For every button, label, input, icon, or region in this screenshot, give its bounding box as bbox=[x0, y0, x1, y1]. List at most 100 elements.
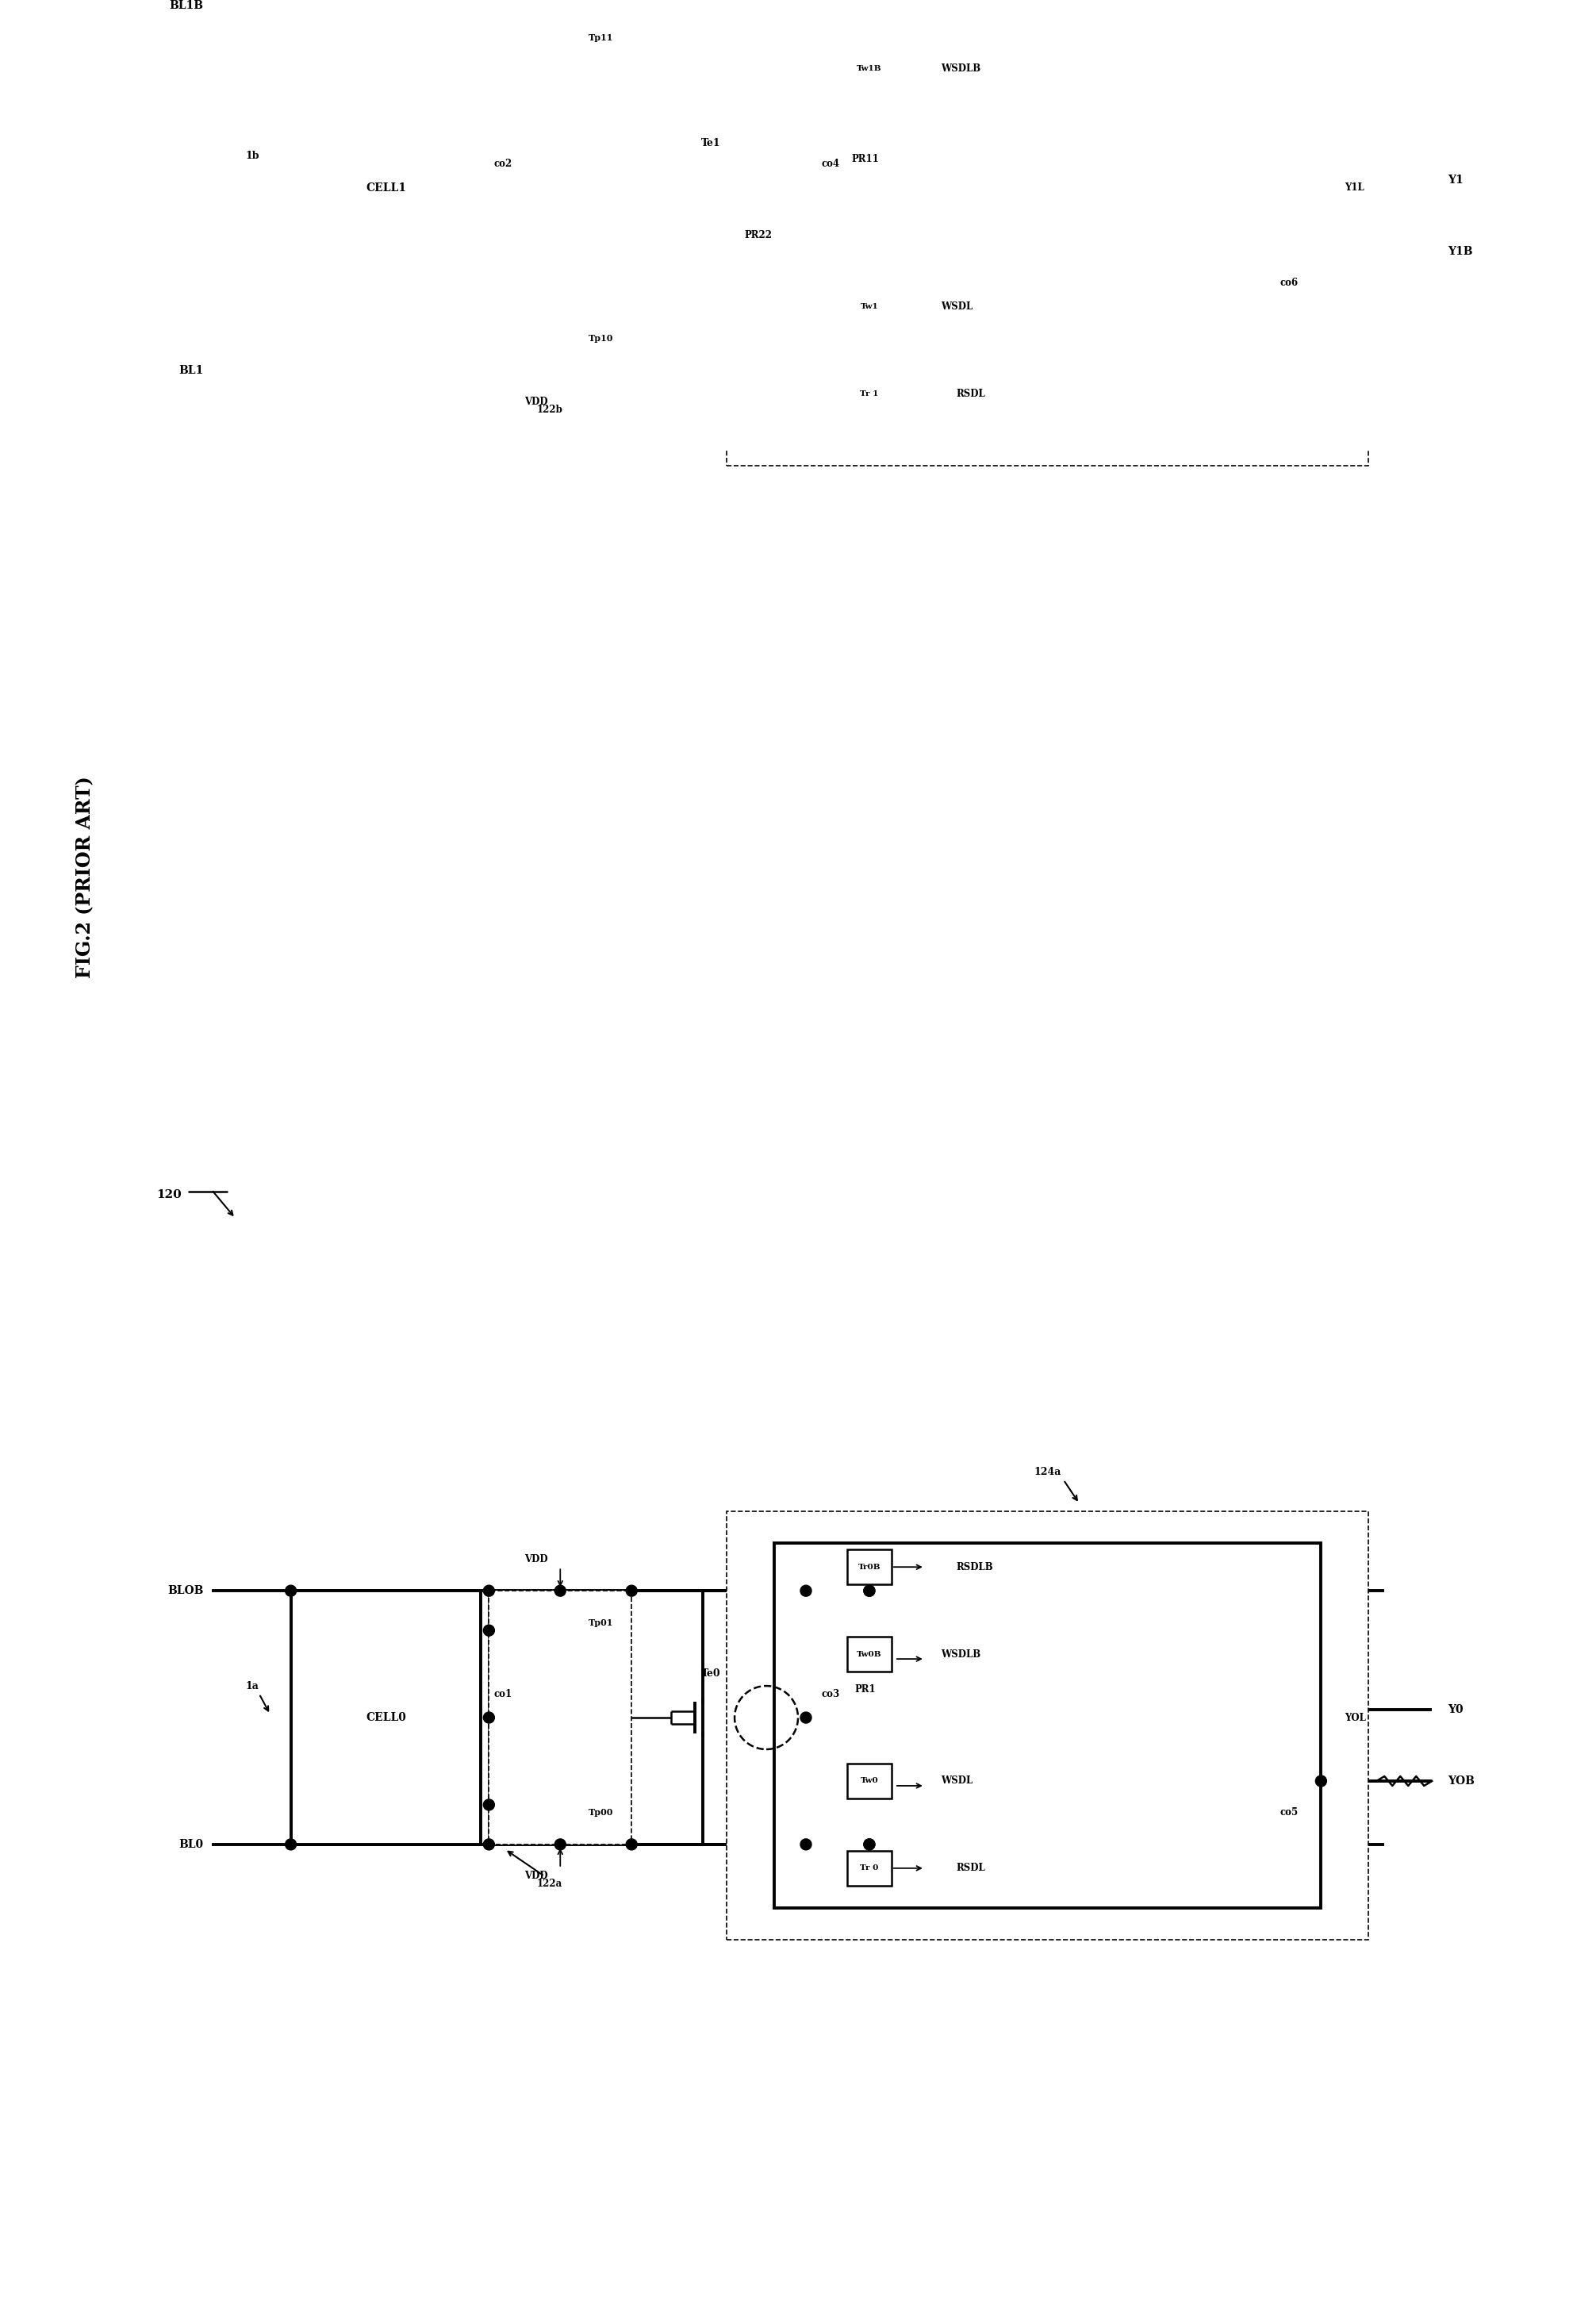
Circle shape bbox=[626, 0, 637, 12]
Bar bbox=[847, 51, 892, 86]
Text: VDD: VDD bbox=[525, 1553, 549, 1565]
Circle shape bbox=[1315, 245, 1326, 257]
Text: CELL1: CELL1 bbox=[365, 183, 405, 194]
Text: Y0: Y0 bbox=[1448, 1703, 1464, 1715]
Circle shape bbox=[484, 1800, 495, 1810]
Text: Y1L: Y1L bbox=[1345, 183, 1365, 194]
Bar bbox=[847, 1636, 892, 1671]
Text: Tr 1: Tr 1 bbox=[860, 391, 878, 397]
Circle shape bbox=[286, 0, 297, 12]
Text: BL1B: BL1B bbox=[169, 0, 204, 12]
Text: YOB: YOB bbox=[1448, 1775, 1475, 1786]
Text: BLOB: BLOB bbox=[168, 1585, 204, 1597]
Text: PR22: PR22 bbox=[744, 231, 772, 240]
Text: RSDL: RSDL bbox=[956, 388, 986, 400]
Circle shape bbox=[863, 365, 875, 377]
Text: WSDL: WSDL bbox=[940, 303, 972, 312]
Text: Tr 0: Tr 0 bbox=[860, 1865, 878, 1872]
Circle shape bbox=[626, 365, 637, 377]
Bar bbox=[847, 1763, 892, 1798]
Text: BL0: BL0 bbox=[179, 1840, 204, 1851]
Circle shape bbox=[863, 365, 875, 377]
Text: WSDLB: WSDLB bbox=[940, 65, 980, 74]
Circle shape bbox=[555, 0, 567, 12]
Circle shape bbox=[626, 1585, 637, 1597]
Text: YOL: YOL bbox=[1345, 1712, 1366, 1722]
Text: Tw1B: Tw1B bbox=[857, 65, 883, 72]
Text: WSDL: WSDL bbox=[940, 1775, 972, 1786]
Circle shape bbox=[800, 365, 811, 377]
Text: Tp01: Tp01 bbox=[589, 1618, 614, 1627]
Circle shape bbox=[800, 1585, 811, 1597]
Text: Tw1: Tw1 bbox=[860, 303, 878, 310]
Bar bbox=[847, 377, 892, 411]
Text: Y1B: Y1B bbox=[1448, 245, 1473, 257]
Bar bbox=[290, 5, 480, 370]
Text: co5: co5 bbox=[1280, 1807, 1299, 1819]
Text: Tp11: Tp11 bbox=[589, 32, 614, 42]
Circle shape bbox=[484, 39, 495, 51]
Text: co4: co4 bbox=[822, 159, 839, 169]
Text: RSDLB: RSDLB bbox=[956, 1562, 993, 1571]
Bar bbox=[726, 0, 1369, 465]
Circle shape bbox=[863, 1840, 875, 1851]
Text: 122b: 122b bbox=[536, 404, 562, 416]
Circle shape bbox=[555, 365, 567, 377]
Circle shape bbox=[484, 365, 495, 377]
Circle shape bbox=[555, 1585, 567, 1597]
Text: 1a: 1a bbox=[246, 1680, 259, 1692]
Text: 124a: 124a bbox=[1034, 1467, 1061, 1477]
Circle shape bbox=[555, 1840, 567, 1851]
Circle shape bbox=[800, 1712, 811, 1724]
Text: Te0: Te0 bbox=[701, 1669, 720, 1678]
Text: Y1: Y1 bbox=[1448, 173, 1464, 185]
Circle shape bbox=[484, 326, 495, 335]
Text: Tw0B: Tw0B bbox=[857, 1650, 883, 1657]
Bar bbox=[774, 0, 1321, 434]
Bar bbox=[290, 1590, 480, 1844]
Circle shape bbox=[626, 1840, 637, 1851]
Text: CELL0: CELL0 bbox=[365, 1712, 405, 1724]
Text: co3: co3 bbox=[822, 1689, 839, 1699]
Circle shape bbox=[484, 1585, 495, 1597]
Text: BL1: BL1 bbox=[179, 365, 204, 377]
Text: Tp10: Tp10 bbox=[589, 335, 614, 342]
Circle shape bbox=[484, 1625, 495, 1636]
Text: 120: 120 bbox=[156, 1188, 182, 1199]
Circle shape bbox=[286, 1585, 297, 1597]
Circle shape bbox=[484, 0, 495, 12]
Bar bbox=[774, 1544, 1321, 1909]
Circle shape bbox=[484, 1840, 495, 1851]
Text: PR2: PR2 bbox=[749, 1761, 769, 1770]
Circle shape bbox=[863, 1585, 875, 1597]
Bar bbox=[488, 5, 632, 370]
Circle shape bbox=[800, 183, 811, 194]
Text: Tr0B: Tr0B bbox=[859, 1565, 881, 1571]
Circle shape bbox=[800, 1840, 811, 1851]
Circle shape bbox=[286, 1840, 297, 1851]
Circle shape bbox=[863, 0, 875, 12]
Text: PR11: PR11 bbox=[852, 155, 879, 164]
Text: VDD: VDD bbox=[525, 1872, 549, 1881]
Text: VDD: VDD bbox=[525, 397, 549, 407]
Circle shape bbox=[286, 365, 297, 377]
Circle shape bbox=[863, 0, 875, 12]
Circle shape bbox=[863, 1585, 875, 1597]
Text: WSDLB: WSDLB bbox=[940, 1650, 980, 1659]
Text: co1: co1 bbox=[493, 1689, 512, 1699]
Text: PR1: PR1 bbox=[855, 1685, 876, 1694]
Circle shape bbox=[484, 1712, 495, 1724]
Bar bbox=[488, 1590, 632, 1844]
Bar bbox=[847, 289, 892, 324]
Text: Tp00: Tp00 bbox=[589, 1807, 614, 1816]
Text: RSDL: RSDL bbox=[956, 1863, 986, 1874]
Circle shape bbox=[800, 0, 811, 12]
Circle shape bbox=[484, 183, 495, 194]
Circle shape bbox=[863, 1840, 875, 1851]
Text: FIG.2 (PRIOR ART): FIG.2 (PRIOR ART) bbox=[75, 776, 94, 978]
Text: 122a: 122a bbox=[536, 1879, 562, 1888]
Text: co6: co6 bbox=[1280, 277, 1299, 289]
Bar bbox=[726, 1511, 1369, 1939]
Bar bbox=[847, 1551, 892, 1585]
Bar bbox=[847, 1851, 892, 1886]
